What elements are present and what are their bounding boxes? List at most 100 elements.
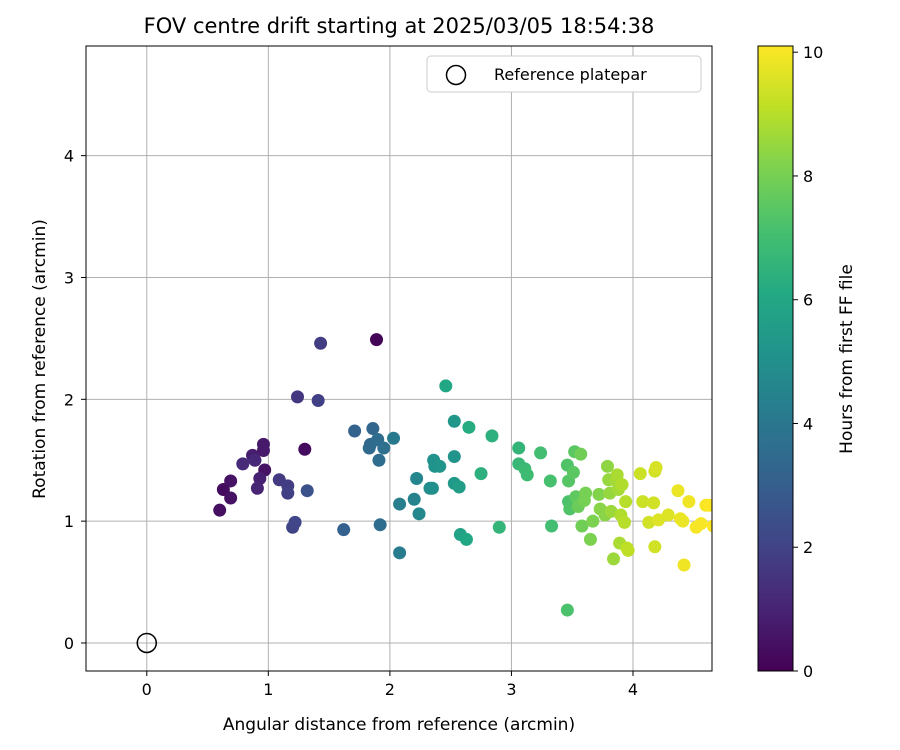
data-point: [447, 414, 461, 428]
data-point: [545, 519, 559, 533]
data-point: [372, 453, 386, 467]
data-point: [224, 474, 238, 488]
data-point: [574, 447, 588, 461]
x-tick-label: 2: [385, 680, 395, 699]
data-point: [520, 468, 534, 482]
colorbar-tick-label: 6: [803, 291, 813, 310]
data-point: [250, 481, 264, 495]
data-point: [298, 442, 312, 456]
data-point: [291, 390, 305, 404]
data-point: [706, 519, 712, 533]
data-point: [633, 467, 647, 481]
x-tick-label: 1: [263, 680, 273, 699]
data-point: [492, 520, 506, 534]
data-point: [407, 492, 421, 506]
data-point: [560, 603, 574, 617]
data-point: [703, 498, 712, 512]
y-axis-label: Rotation from reference (arcmin): [30, 219, 50, 499]
data-point: [512, 441, 526, 455]
data-point: [256, 443, 270, 457]
data-point: [617, 515, 631, 529]
data-point: [671, 484, 685, 498]
data-point: [661, 508, 675, 522]
data-point: [682, 495, 696, 509]
data-point: [619, 495, 633, 509]
data-point: [462, 420, 476, 434]
data-point: [642, 515, 656, 529]
colorbar-tick-label: 10: [803, 43, 823, 62]
data-point: [621, 543, 635, 557]
colorbar-tick-label: 8: [803, 167, 813, 186]
x-tick-label: 3: [506, 680, 516, 699]
data-point: [425, 481, 439, 495]
data-point: [439, 379, 453, 393]
data-point: [485, 429, 499, 443]
y-tick-label: 4: [64, 147, 74, 166]
data-point: [216, 482, 230, 496]
axes-frame: [85, 45, 713, 672]
data-point: [236, 457, 250, 471]
data-point: [281, 486, 295, 500]
data-point: [452, 480, 466, 494]
x-tick-label: 4: [628, 680, 638, 699]
data-point: [213, 503, 227, 517]
colorbar-ticks: 0 2 4 6 8 10: [793, 43, 823, 681]
chart-title: FOV centre drift starting at 2025/03/05 …: [144, 14, 655, 38]
data-point: [474, 467, 488, 481]
data-point: [649, 461, 663, 475]
data-point: [410, 472, 424, 486]
data-point: [647, 496, 661, 510]
x-tick-label: 0: [142, 680, 152, 699]
data-point: [248, 453, 262, 467]
data-point: [224, 491, 238, 505]
data-point: [300, 484, 314, 498]
legend-marker-reference: [445, 64, 467, 86]
data-point: [534, 446, 548, 460]
colorbar: 0 2 4 6 8 10 Hours from first FF file: [757, 43, 857, 681]
data-point: [677, 558, 691, 572]
data-point: [366, 422, 380, 436]
data-point: [543, 474, 557, 488]
y-tick-label: 3: [64, 268, 74, 287]
data-point: [579, 486, 593, 500]
data-point: [592, 487, 606, 501]
data-point: [377, 441, 391, 455]
legend-box: [426, 55, 702, 93]
colorbar-tick-label: 2: [803, 538, 813, 557]
data-point: [362, 441, 376, 455]
legend: Reference platepar: [426, 55, 702, 93]
reference-marker: [136, 632, 158, 654]
data-point: [652, 513, 666, 527]
data-point: [337, 523, 351, 537]
data-point: [412, 507, 426, 521]
data-point: [600, 459, 614, 473]
data-point: [676, 514, 690, 528]
legend-label-reference: Reference platepar: [494, 65, 647, 84]
data-point: [348, 424, 362, 438]
data-point: [253, 472, 267, 486]
data-point: [393, 546, 407, 560]
y-tick-label: 2: [64, 390, 74, 409]
data-point: [314, 336, 328, 350]
data-point: [373, 518, 387, 532]
data-point: [393, 497, 407, 511]
colorbar-gradient: [757, 45, 794, 672]
x-axis-label: Angular distance from reference (arcmin): [223, 715, 575, 735]
data-point: [607, 552, 621, 566]
y-axis-ticks: 0 1 2 3 4: [64, 147, 86, 653]
data-point: [288, 515, 302, 529]
y-tick-label: 0: [64, 634, 74, 653]
colorbar-tick-label: 0: [803, 662, 813, 681]
data-point: [575, 519, 589, 533]
scatter-points: [213, 333, 712, 617]
x-axis-ticks: 0 1 2 3 4: [142, 671, 638, 699]
data-point: [433, 459, 447, 473]
data-point: [610, 468, 624, 482]
data-point: [615, 478, 629, 492]
colorbar-label: Hours from first FF file: [837, 264, 857, 454]
data-point: [387, 431, 401, 445]
grid-lines: [86, 46, 712, 671]
data-point: [370, 333, 384, 347]
